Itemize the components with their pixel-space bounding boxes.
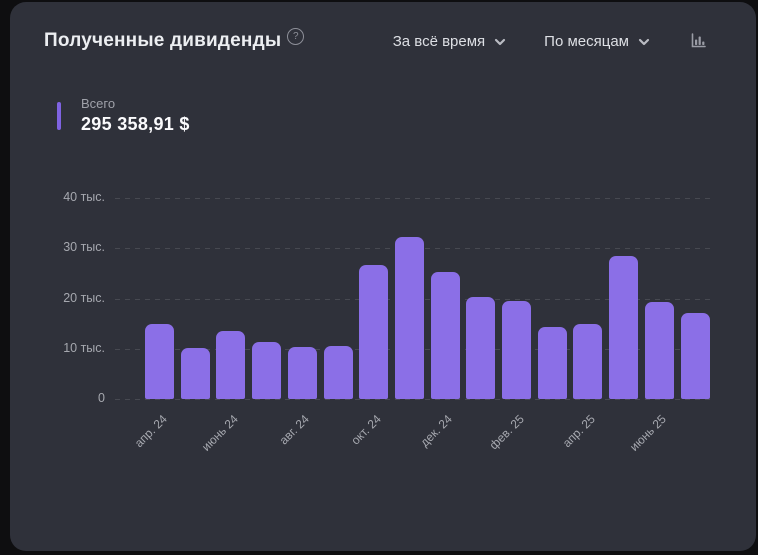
x-axis-tick-label: авг. 24 [276,412,313,448]
bar-июнь 25[interactable] [644,302,674,399]
header-controls: За всё время По месяцам [393,31,708,51]
bar-сен. 24[interactable] [323,345,353,399]
period-dropdown-label: За всё время [392,32,486,50]
grouping-dropdown[interactable]: По месяцам [544,33,650,50]
bar-янв. 25[interactable] [466,296,496,399]
grouping-dropdown-label: По месяцам [544,32,629,50]
x-axis-tick-label: июнь 24 [198,412,241,454]
x-axis-tick-label: фев. 25 [486,412,527,453]
bar-июль 25[interactable] [680,312,710,399]
x-axis-tick-label: июнь 25 [627,412,670,454]
y-axis-tick-label: 20 тыс. [63,290,105,305]
bar-июнь 24[interactable] [216,331,246,399]
title-wrap: Полученные дивиденды ? [44,28,305,52]
gridline [115,198,715,199]
period-dropdown[interactable]: За всё время [393,33,506,50]
card-header: Полученные дивиденды ? За всё время По м… [10,2,756,52]
y-axis-tick-label: 0 [98,391,105,405]
bar-chart-icon [691,33,706,48]
gridline [115,399,715,400]
total-label: Всего [81,96,116,111]
bar-май 25[interactable] [609,256,639,399]
dividends-bar-chart: 40 тыс. 30 тыс. 20 тыс. 10 тыс. 0 апр. 24 июнь… [45,188,755,460]
x-axis-tick-label: окт. 24 [348,412,384,448]
bar-ноя. 24[interactable] [394,236,424,399]
bar-фев. 25[interactable] [502,301,531,399]
bar-окт. 24[interactable] [359,264,389,399]
x-axis-tick-label: апр. 25 [559,412,598,451]
bar-июль 24[interactable] [252,342,282,399]
dividends-card: Полученные дивиденды ? За всё время По м… [10,2,756,551]
bar-авг. 24[interactable] [287,347,317,399]
summary-accent-bar [57,101,61,130]
summary-text: Всего 295 358,91 $ [81,96,190,135]
y-axis-tick-label: 10 тыс. [63,340,105,355]
page-title: Полученные дивиденды [44,30,282,51]
total-value: 295 358,91 $ [81,114,190,134]
x-axis-tick-label: дек. 24 [417,412,455,450]
bar-апр. 25[interactable] [573,324,603,399]
help-icon[interactable]: ? [287,28,305,45]
chevron-down-icon [638,38,650,46]
bar-дек. 24[interactable] [430,271,460,399]
bar-май 24[interactable] [180,347,210,399]
bar-апр. 24[interactable] [145,323,174,399]
x-axis-tick-label: апр. 24 [131,412,170,451]
chevron-down-icon [495,38,506,46]
y-axis-tick-label: 30 тыс. [63,240,105,255]
bar-мар. 25[interactable] [537,327,567,399]
y-axis-tick-label: 40 тыс. [63,190,105,204]
total-summary: Всего 295 358,91 $ [57,96,756,135]
chart-type-button[interactable] [688,31,708,51]
